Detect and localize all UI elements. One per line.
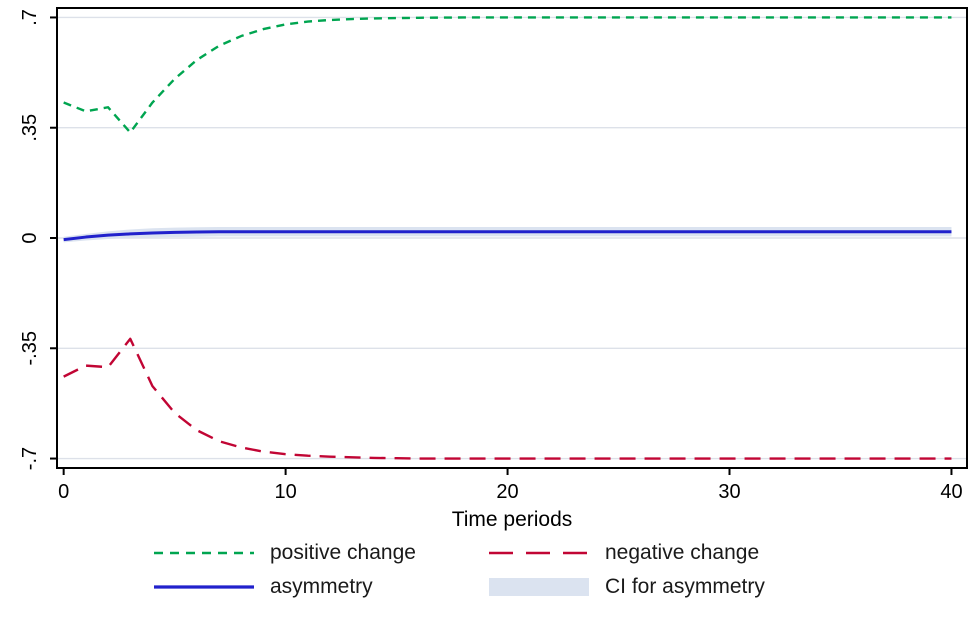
x-tick-label-40: 40 xyxy=(940,481,962,503)
legend-label-ci: CI for asymmetry xyxy=(605,575,765,598)
positive-change-swatch xyxy=(154,551,254,555)
x-tick-label-10: 10 xyxy=(274,481,296,503)
asymmetry-swatch xyxy=(154,585,254,589)
x-tick-label-30: 30 xyxy=(718,481,740,503)
series-line-asymmetry xyxy=(63,230,952,242)
ci-swatch xyxy=(489,578,589,596)
x-tick-label-20: 20 xyxy=(496,481,518,503)
legend-item-negative-change: negative change xyxy=(487,541,822,565)
legend-label-asymmetry: asymmetry xyxy=(270,575,373,598)
series-line-negative-change xyxy=(63,337,952,460)
series-line-positive-change xyxy=(63,16,952,134)
x-tick-label-0: 0 xyxy=(58,481,69,503)
plot-background xyxy=(0,0,974,535)
y-tick-label-0.7: .7 xyxy=(19,9,41,26)
legend-row-1: positive change negative change xyxy=(0,541,974,565)
legend: positive change negative change asymmetr… xyxy=(0,541,974,599)
x-axis-title: Time periods xyxy=(452,508,573,531)
chart: .7 .35 0 -.35 -.7 0 10 20 30 40 Time periods xyxy=(0,0,974,535)
legend-item-ci: CI for asymmetry xyxy=(487,575,822,599)
y-tick-label-0.35: .35 xyxy=(19,114,41,142)
negative-change-swatch xyxy=(489,551,589,555)
y-tick-label--0.7: -.7 xyxy=(19,447,41,470)
y-tick-label-0: 0 xyxy=(19,232,41,243)
ci-fill-rect xyxy=(489,578,589,596)
legend-label-positive-change: positive change xyxy=(270,541,416,564)
legend-item-positive-change: positive change xyxy=(152,541,487,565)
legend-label-negative-change: negative change xyxy=(605,541,760,564)
y-tick-label--0.35: -.35 xyxy=(19,331,41,365)
legend-row-2: asymmetry CI for asymmetry xyxy=(0,575,974,599)
legend-item-asymmetry: asymmetry xyxy=(152,575,487,599)
